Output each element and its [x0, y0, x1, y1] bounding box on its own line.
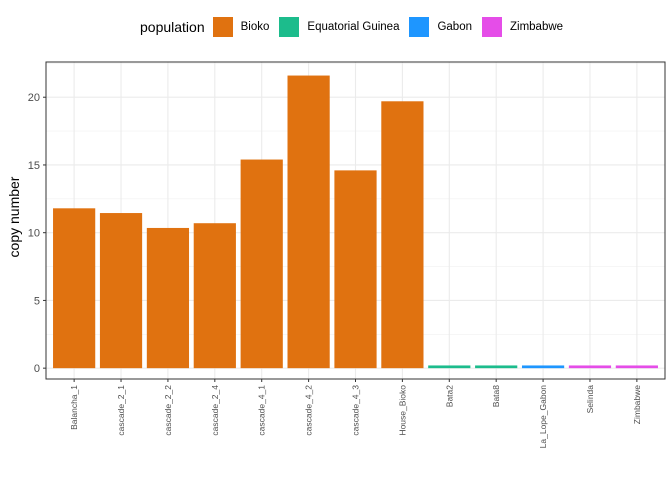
legend-item-equatorial-guinea: Equatorial Guinea	[279, 17, 399, 37]
legend-swatch-zimbabwe	[482, 17, 502, 37]
legend-item-gabon: Gabon	[409, 17, 472, 37]
y-tick-label: 15	[28, 160, 40, 172]
x-tick-label-la-lope-gabon: La_Lope_Gabon	[538, 385, 548, 449]
bar-cascade-2-2	[146, 227, 190, 369]
bar-cascade-2-1	[99, 213, 143, 369]
legend-label-zimbabwe: Zimbabwe	[510, 21, 564, 33]
x-tick-label-house-bioko: House_Bioko	[397, 385, 407, 436]
legend-title: population	[140, 19, 205, 35]
bar-zimbabwe	[615, 365, 658, 369]
bar-balancha-1	[53, 208, 96, 369]
legend-swatch-bioko	[212, 17, 233, 37]
x-tick-label-selinda: Selinda	[585, 385, 595, 414]
y-tick-label: 10	[28, 228, 40, 240]
legend: population Bioko Equatorial Guinea Gabon…	[140, 14, 573, 40]
x-tick-label-cascade-4-1: cascade_4_1	[257, 385, 267, 436]
x-tick-label-bata8: Bata8	[491, 385, 501, 407]
y-axis-title: copy number	[6, 176, 22, 257]
y-tick-label: 20	[28, 92, 40, 104]
bar-selinda	[568, 365, 612, 369]
bar-bata2	[428, 365, 471, 369]
bar-cascade-4-2	[287, 75, 330, 369]
legend-label-equatorial-guinea: Equatorial Guinea	[307, 21, 400, 33]
bar-cascade-2-4	[193, 223, 236, 369]
bar-bata8	[475, 365, 518, 369]
x-tick-label-cascade-4-3: cascade_4_3	[351, 385, 361, 436]
legend-item-bioko: Bioko	[212, 17, 270, 37]
x-tick-label-bata2: Bata2	[444, 385, 454, 407]
legend-swatch-equatorial-guinea	[279, 17, 300, 37]
legend-label-bioko: Bioko	[240, 21, 270, 33]
x-tick-label-balancha-1: Balancha_1	[69, 385, 79, 430]
bar-house-bioko	[381, 101, 424, 369]
legend-swatch-gabon	[409, 17, 430, 37]
legend-label-gabon: Gabon	[437, 21, 472, 33]
y-tick-label: 0	[34, 363, 40, 375]
x-tick-label-cascade-2-1: cascade_2_1	[116, 385, 126, 436]
x-tick-label-cascade-2-2: cascade_2_2	[163, 385, 173, 436]
bar-la-lope-gabon	[521, 365, 565, 369]
x-tick-label-zimbabwe: Zimbabwe	[632, 385, 642, 424]
bar-cascade-4-3	[334, 170, 377, 369]
legend-item-zimbabwe: Zimbabwe	[482, 17, 563, 37]
x-tick-label-cascade-2-4: cascade_2_4	[210, 385, 220, 436]
x-tick-label-cascade-4-2: cascade_4_2	[304, 385, 314, 436]
bar-cascade-4-1	[240, 159, 283, 369]
y-tick-label: 5	[34, 295, 40, 307]
